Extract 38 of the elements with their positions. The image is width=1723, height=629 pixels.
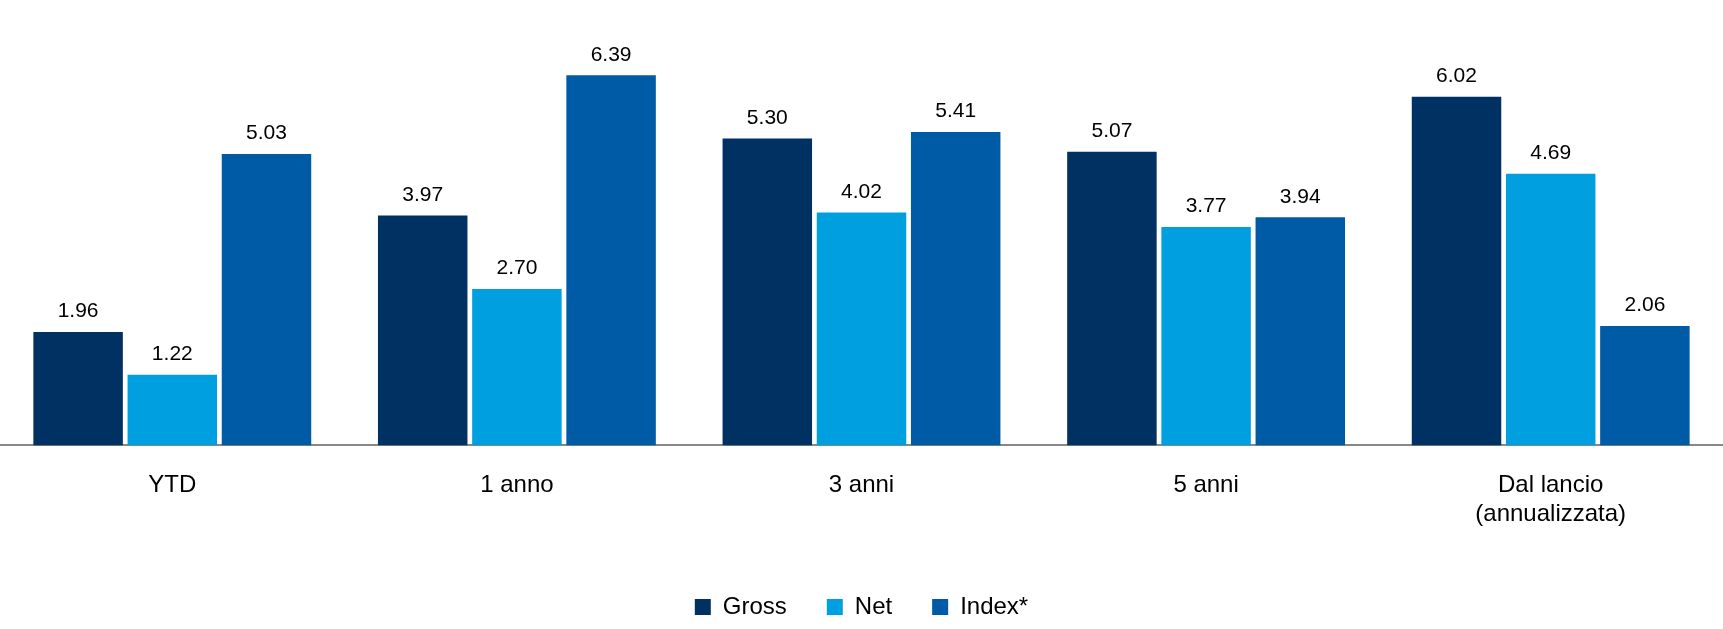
legend-label: Index*	[960, 591, 1029, 619]
bar	[1600, 326, 1690, 446]
x-tick-label: 5 anni	[1173, 470, 1239, 498]
x-tick-label: 1 anno	[480, 470, 554, 498]
bar	[1255, 217, 1346, 446]
bar	[722, 138, 813, 446]
data-label: 5.41	[935, 98, 977, 122]
data-label: 2.06	[1624, 292, 1666, 316]
bar	[1411, 96, 1502, 446]
data-label: 4.02	[841, 178, 882, 202]
bar	[910, 132, 1001, 446]
bar	[1067, 151, 1157, 446]
bar	[377, 215, 468, 446]
x-tick-label: 3 anni	[828, 470, 895, 498]
legend-label: Net	[854, 591, 893, 619]
data-label: 1.22	[151, 341, 193, 365]
bar	[127, 374, 218, 446]
legend-label: Gross	[722, 591, 787, 619]
bar	[472, 289, 562, 446]
bar	[1161, 227, 1251, 446]
bar	[1505, 173, 1596, 446]
x-tick-label: YTD	[148, 470, 197, 498]
data-label: 1.96	[57, 298, 99, 322]
x-tick-label: Dal lancio (annualizzata)	[1475, 470, 1627, 527]
data-label: 4.69	[1530, 140, 1572, 164]
bar	[566, 75, 656, 446]
data-label: 5.07	[1091, 118, 1133, 142]
bar	[816, 212, 907, 446]
data-label: 3.97	[402, 181, 444, 205]
data-label: 3.94	[1279, 183, 1322, 207]
data-label: 5.03	[246, 120, 287, 144]
data-label: 5.30	[746, 104, 788, 128]
data-label: 2.70	[496, 255, 538, 279]
data-label: 6.39	[590, 41, 632, 65]
bar	[221, 154, 312, 446]
bar	[33, 331, 123, 446]
data-label: 3.77	[1185, 193, 1227, 217]
data-label: 6.02	[1436, 63, 1477, 87]
